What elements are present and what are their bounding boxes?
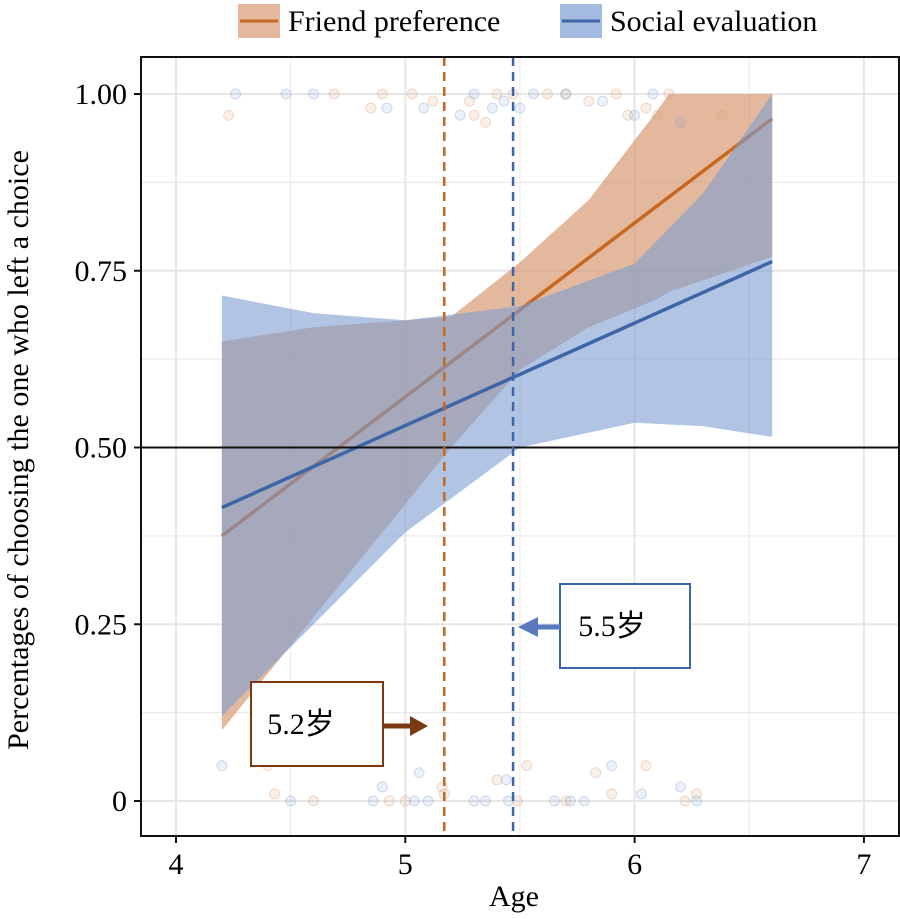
annotation-5-2: 5.2岁 (250, 681, 428, 767)
data-point (606, 760, 618, 772)
data-point (308, 88, 320, 100)
data-point (269, 788, 281, 800)
x-tick-label: 5 (398, 848, 413, 881)
ci-band-1 (221, 94, 773, 717)
data-point (679, 795, 691, 807)
annotation-5-5: 5.5岁 (518, 583, 691, 669)
x-tick-label: 7 (856, 848, 871, 881)
data-point (376, 781, 388, 793)
data-point (663, 88, 675, 100)
data-point (280, 88, 292, 100)
data-point (308, 795, 320, 807)
data-point (408, 795, 420, 807)
data-point (691, 788, 703, 800)
data-point (216, 760, 228, 772)
data-point (454, 109, 466, 121)
data-point (541, 88, 553, 100)
data-point (635, 788, 647, 800)
data-point (418, 102, 430, 114)
data-point (480, 795, 492, 807)
data-point (406, 88, 418, 100)
y-tick-label: 1.00 (75, 78, 128, 111)
data-point (468, 795, 480, 807)
data-point (285, 795, 297, 807)
data-point (376, 88, 388, 100)
data-point (640, 102, 652, 114)
annotation-5-5-text: 5.5岁 (578, 610, 646, 643)
data-point (468, 109, 480, 121)
legend: Friend preference Social evaluation (238, 4, 817, 38)
data-point (381, 102, 393, 114)
data-point (691, 795, 703, 807)
y-tick-label: 0.75 (75, 255, 128, 288)
y-axis-label: Percentages of choosing the one who left… (2, 150, 35, 750)
arrow-right-head (410, 716, 428, 736)
data-point (486, 102, 498, 114)
x-tick-label: 6 (627, 848, 642, 881)
data-point (491, 88, 503, 100)
x-tick-label: 4 (169, 848, 184, 881)
annotation-5-2-text: 5.2岁 (267, 708, 335, 741)
data-point (560, 88, 572, 100)
data-point (383, 795, 395, 807)
fit-line-1 (221, 259, 773, 510)
y-tick-label: 0.25 (75, 608, 128, 641)
x-axis-label: Age (489, 880, 539, 913)
data-point (514, 102, 526, 114)
legend-label-social: Social evaluation (610, 5, 817, 38)
data-point (328, 88, 340, 100)
data-point (464, 95, 476, 107)
data-point (365, 102, 377, 114)
data-point (491, 774, 503, 786)
data-point (422, 795, 434, 807)
data-point (500, 774, 512, 786)
data-point (548, 795, 560, 807)
data-point (560, 795, 572, 807)
data-point (399, 795, 411, 807)
data-point (560, 88, 572, 100)
data-point (640, 760, 652, 772)
data-point (230, 88, 242, 100)
data-point (427, 95, 439, 107)
data-point (674, 781, 686, 793)
ci-band-0 (221, 94, 773, 731)
data-point (629, 109, 641, 121)
data-point (528, 88, 540, 100)
data-point (578, 795, 590, 807)
legend-label-friend: Friend preference (288, 5, 500, 38)
data-point (652, 109, 664, 121)
data-point (583, 95, 595, 107)
data-point (223, 109, 235, 121)
y-tick-label: 0.50 (75, 432, 128, 465)
arrow-left-head (518, 617, 538, 637)
data-point (610, 88, 622, 100)
y-tick-label: 0 (112, 785, 127, 818)
data-point (590, 767, 602, 779)
data-point (674, 116, 686, 128)
points (216, 88, 728, 807)
data-point (606, 788, 618, 800)
data-point (564, 795, 576, 807)
data-point (521, 760, 533, 772)
data-point (622, 109, 634, 121)
data-point (480, 116, 492, 128)
data-point (413, 767, 425, 779)
data-point (716, 109, 728, 121)
data-point (647, 88, 659, 100)
data-point (367, 795, 379, 807)
data-point (596, 95, 608, 107)
data-point (498, 95, 510, 107)
data-point (468, 88, 480, 100)
